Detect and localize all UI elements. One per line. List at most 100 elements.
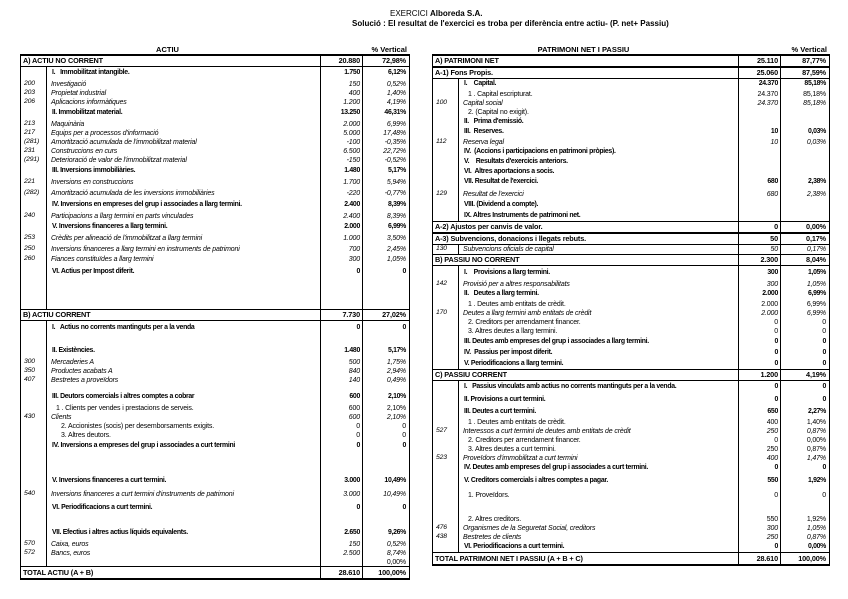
account-code: 570 xyxy=(21,540,47,549)
row-label: Productes acabats A xyxy=(47,367,321,376)
table-row: IV. (Accions i participacions en patrimo… xyxy=(433,147,829,157)
table-row: A) PATRIMONI NET 25.110 87,77% xyxy=(433,55,829,67)
account-code xyxy=(433,157,459,167)
table-row: 129 Resultat de l'exercici 680 2,38% xyxy=(433,188,829,200)
table-row: A) ACTIU NO CORRENT 20.880 72,98% xyxy=(21,55,409,67)
row-label: 2. Altres creditors. xyxy=(459,515,739,524)
account-code xyxy=(433,327,459,336)
account-code: 300 xyxy=(21,358,47,367)
row-label: II. Provisions a curt termini. xyxy=(459,394,739,407)
table-row: III. Deutes a curt termini. 650 2,27% xyxy=(433,407,829,418)
row-label: Propietat industrial xyxy=(47,89,321,98)
account-code: 527 xyxy=(433,427,459,436)
row-label: V. Creditors comercials i altres comptes… xyxy=(459,474,739,488)
table-row: 438 Bestretes de clients 250 0,87% xyxy=(433,533,829,542)
table-row: 3. Altres deutes a curt termini. 250 0,87% xyxy=(433,445,829,454)
account-code xyxy=(433,318,459,327)
percent-cell: 0,52% xyxy=(386,541,406,548)
amount-cell: 0 xyxy=(321,440,363,453)
table-row: II. Existències. 1.480 5,17% xyxy=(21,345,409,358)
table-row: V. Resultats d'exercicis anteriors. xyxy=(433,157,829,167)
account-code xyxy=(433,488,459,502)
account-code xyxy=(21,264,47,281)
row-label xyxy=(47,385,321,391)
account-code xyxy=(433,108,459,117)
amount-cell: 0 xyxy=(739,394,781,407)
amount-cell xyxy=(321,281,363,309)
account-code xyxy=(433,463,459,474)
row-label: V. Periodificacions a llarg termini. xyxy=(459,359,739,369)
percent-cell xyxy=(781,502,829,515)
row-label: Maquinària xyxy=(47,120,321,129)
amount-cell: 1.200 xyxy=(739,370,781,380)
percent-cell: 2,94% xyxy=(386,368,406,375)
table-row: VIII. (Dividend a compte). xyxy=(433,200,829,211)
percent-cell: 0 xyxy=(402,504,406,512)
account-code xyxy=(433,211,459,221)
amount-cell xyxy=(739,167,781,177)
percent-cell: 0 xyxy=(822,491,826,499)
doc-subtitle: Solució : El resultat de l'exercici es t… xyxy=(352,19,669,28)
amount-cell: -100 xyxy=(321,138,363,147)
amount-cell: 600 xyxy=(321,404,363,413)
amount-cell: 300 xyxy=(321,255,363,264)
table-row xyxy=(21,453,409,475)
account-code: 100 xyxy=(433,99,459,108)
table-row: 203 Propietat industrial 400 1,40% xyxy=(21,89,409,98)
amount-cell: 140 xyxy=(321,376,363,385)
table-row: 3. Altres deutes a llarg termini. 0 0 xyxy=(433,327,829,336)
account-code: 217 xyxy=(21,129,47,138)
table-row: A-3) Subvencions, donacions i llegats re… xyxy=(433,233,829,245)
row-label xyxy=(47,558,321,566)
row-label xyxy=(47,517,321,527)
percent-cell: 10,49% xyxy=(383,490,406,498)
account-code xyxy=(433,79,459,90)
account-code: 206 xyxy=(21,98,47,107)
table-row: 1 . Clients per vendes i prestacions de … xyxy=(21,404,409,413)
amount-cell: 1.000 xyxy=(321,234,363,243)
percent-cell: 10,49% xyxy=(384,477,406,485)
percent-cell: 0,49% xyxy=(386,377,406,384)
row-label: 2. Creditors per arrendament financer. xyxy=(459,436,739,445)
amount-cell: 680 xyxy=(739,177,781,188)
table-row: 1 . Deutes amb entitats de crèdit. 400 1,4… xyxy=(433,418,829,427)
row-label: Provisió per a altres responsabilitats xyxy=(459,280,739,289)
row-label: VI. Periodificacions a curt termini. xyxy=(47,500,321,517)
account-code xyxy=(21,391,47,404)
row-label: Aplicacions informàtiques xyxy=(47,98,321,107)
row-label: Capital social xyxy=(459,99,739,108)
table-row: VI. Periodificacions a curt termini. 0 0 xyxy=(21,500,409,517)
row-label: Bancs, euros xyxy=(47,549,321,558)
amount-cell: 13.250 xyxy=(321,107,363,120)
account-code xyxy=(21,107,47,120)
table-row: B) ACTIU CORRENT 7.730 27,02% xyxy=(21,309,409,321)
row-label: VI. Actius per Impost diferit. xyxy=(47,264,321,281)
account-code xyxy=(21,527,47,540)
row-label: II. Prima d'emissió. xyxy=(459,117,739,127)
row-label: I. Passius vinculats amb actius no corre… xyxy=(459,381,739,394)
table-row: V. Periodificacions a llarg termini. 0 0 xyxy=(433,359,829,369)
amount-cell: 2.300 xyxy=(739,255,781,265)
percent-cell: 1,92% xyxy=(807,476,826,484)
account-code xyxy=(21,475,47,488)
table-row: IV. Inversions a empreses del grup i ass… xyxy=(21,440,409,453)
account-code: (291) xyxy=(21,156,47,165)
amount-cell: -220 xyxy=(321,187,363,199)
account-code: 112 xyxy=(433,138,459,147)
percent-cell: 0 xyxy=(822,319,826,326)
amount-cell: 250 xyxy=(739,445,781,454)
table-row: III. Reserves. 10 0,03% xyxy=(433,127,829,138)
percent-cell: 0 xyxy=(402,323,406,331)
account-code: 438 xyxy=(433,533,459,542)
percent-cell: 1,05% xyxy=(806,281,826,288)
table-row: 221 Inversions en construccions 1.700 5,94% xyxy=(21,178,409,187)
percent-cell: 8,39% xyxy=(387,201,406,209)
row-label: Inversions en construccions xyxy=(47,178,321,187)
amount-cell: 0 xyxy=(739,222,781,232)
percent-cell: 2,10% xyxy=(387,393,406,401)
percent-cell: 0 xyxy=(822,349,826,357)
table-row: (282) Amortització acumulada de les inver… xyxy=(21,187,409,199)
row-label xyxy=(47,453,321,475)
row-label: A) PATRIMONI NET xyxy=(433,56,739,66)
amount-cell: 0 xyxy=(739,463,781,474)
